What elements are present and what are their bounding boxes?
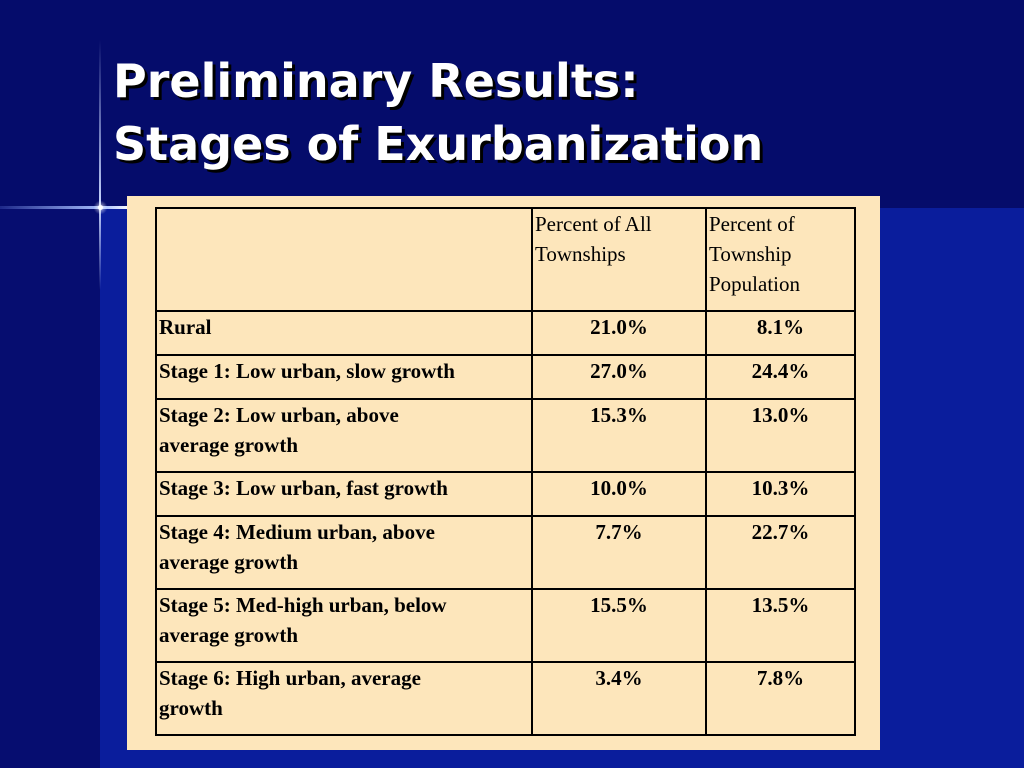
table-row: Stage 1: Low urban, slow growth 27.0% 24… [155,354,856,400]
row-label-continued: growth [159,696,223,720]
table-row: Stage 4: Medium urban, above average gro… [155,515,856,590]
header-text: Township [709,242,792,266]
table-header-row: Percent of All Townships Percent of Town… [155,207,856,312]
row-label: Stage 5: Med-high urban, below [159,593,447,617]
percent-townships-cell: 7.7% [531,515,707,590]
slide-title-line-1: Preliminary Results: [113,54,639,108]
slide-title-line-2: Stages of Exurbanization [113,117,764,171]
table-row: Stage 3: Low urban, fast growth 10.0% 10… [155,471,856,517]
table-row: Rural 21.0% 8.1% [155,310,856,356]
table-row: Stage 2: Low urban, above average growth… [155,398,856,473]
table-row: Stage 6: High urban, average growth 3.4%… [155,661,856,736]
percent-townships-cell: 15.3% [531,398,707,473]
header-text: Percent of [709,212,795,236]
row-label-cell: Stage 1: Low urban, slow growth [155,354,533,400]
table-row: Stage 5: Med-high urban, below average g… [155,588,856,663]
row-label: Rural [159,315,212,339]
row-label: Stage 1: Low urban, slow growth [159,359,455,383]
row-label-cell: Stage 4: Medium urban, above average gro… [155,515,533,590]
row-label: Stage 2: Low urban, above [159,403,399,427]
row-label: Stage 6: High urban, average [159,666,421,690]
header-text: Townships [535,242,626,266]
row-label-cell: Stage 3: Low urban, fast growth [155,471,533,517]
percent-population-cell: 22.7% [705,515,856,590]
percent-townships-cell: 10.0% [531,471,707,517]
percent-townships-cell: 3.4% [531,661,707,736]
row-label-continued: average growth [159,433,298,457]
slide-background-top [0,0,1024,208]
percent-population-cell: 13.5% [705,588,856,663]
row-label: Stage 3: Low urban, fast growth [159,476,448,500]
slide-title: Preliminary Results: Stages of Exurbaniz… [113,50,763,176]
row-label-continued: average growth [159,623,298,647]
percent-population-cell: 24.4% [705,354,856,400]
percent-population-cell: 8.1% [705,310,856,356]
sparkle-icon [94,201,107,214]
header-text: Percent of All [535,212,652,236]
row-label-cell: Stage 6: High urban, average growth [155,661,533,736]
slide-background-left [0,208,100,768]
header-text: Population [709,272,801,296]
row-label-cell: Stage 5: Med-high urban, below average g… [155,588,533,663]
row-label-cell: Rural [155,310,533,356]
row-label: Stage 4: Medium urban, above [159,520,435,544]
decorative-horizontal-line [0,206,130,209]
header-cell-percent-population: Percent of Township Population [705,207,856,312]
percent-townships-cell: 21.0% [531,310,707,356]
percent-population-cell: 13.0% [705,398,856,473]
percent-townships-cell: 15.5% [531,588,707,663]
results-table: Percent of All Townships Percent of Town… [155,207,856,736]
header-cell-percent-townships: Percent of All Townships [531,207,707,312]
percent-townships-cell: 27.0% [531,354,707,400]
decorative-vertical-line [99,40,101,290]
row-label-continued: average growth [159,550,298,574]
header-cell-label [155,207,533,312]
row-label-cell: Stage 2: Low urban, above average growth [155,398,533,473]
percent-population-cell: 7.8% [705,661,856,736]
percent-population-cell: 10.3% [705,471,856,517]
